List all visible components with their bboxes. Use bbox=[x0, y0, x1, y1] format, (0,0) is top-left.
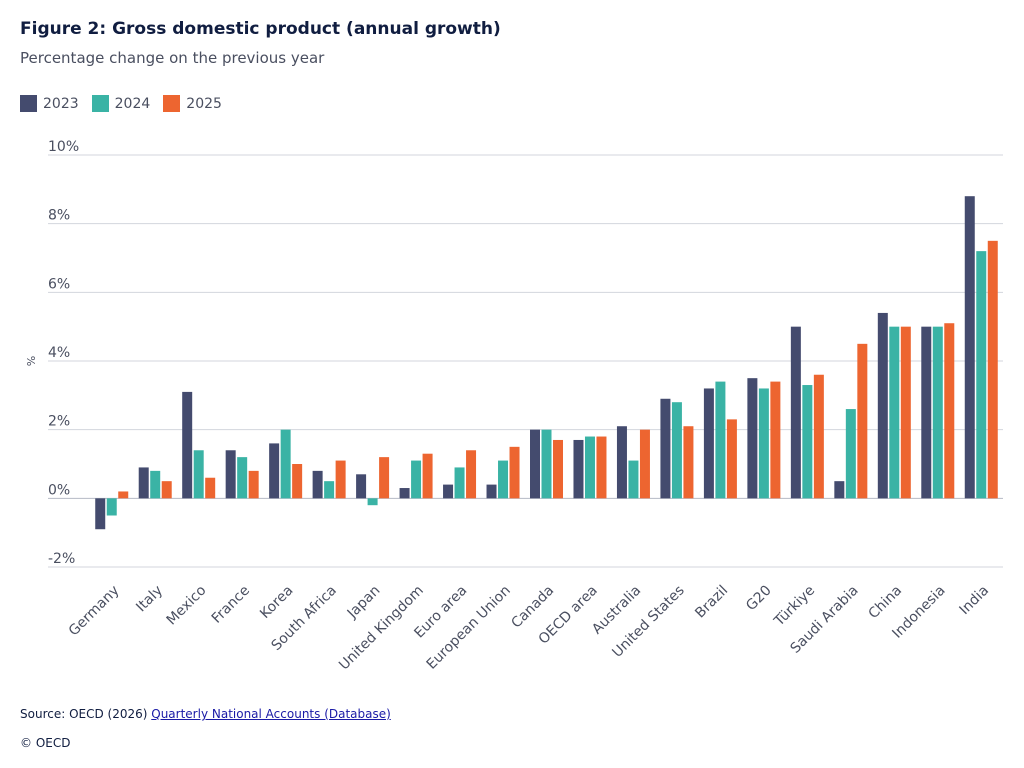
y-tick-label: 8% bbox=[48, 208, 70, 224]
legend-swatch-2025 bbox=[163, 95, 181, 112]
y-tick-label: 2% bbox=[48, 414, 70, 430]
copyright: © OECD bbox=[20, 736, 71, 750]
bar-2024-united-states[interactable] bbox=[671, 402, 682, 499]
bar-2025-australia[interactable] bbox=[639, 429, 650, 499]
bar-2025-european-union[interactable] bbox=[509, 446, 520, 499]
chart-title: Figure 2: Gross domestic product (annual… bbox=[20, 19, 501, 39]
x-tick-label: India bbox=[956, 583, 992, 619]
x-tick-label: Japan bbox=[344, 583, 384, 623]
y-tick-label: -2% bbox=[48, 551, 75, 567]
y-tick-label: 6% bbox=[48, 276, 70, 292]
bar-2024-saudi-arabia[interactable] bbox=[845, 409, 856, 499]
bar-2024-south-africa[interactable] bbox=[324, 481, 335, 499]
x-tick-label: China bbox=[866, 583, 906, 623]
bar-2024-australia[interactable] bbox=[628, 460, 639, 499]
bar-2025-korea[interactable] bbox=[292, 464, 303, 499]
bar-2025-united-kingdom[interactable] bbox=[422, 453, 433, 499]
bar-2025-indonesia[interactable] bbox=[944, 323, 955, 499]
chart-legend: 2023 2024 2025 bbox=[20, 95, 235, 112]
bar-2024-mexico[interactable] bbox=[193, 450, 204, 499]
x-tick-label: Brazil bbox=[692, 583, 731, 622]
legend-item-2024[interactable]: 2024 bbox=[91, 95, 151, 112]
bar-2023-china[interactable] bbox=[877, 312, 888, 499]
bar-2023-australia[interactable] bbox=[616, 426, 627, 499]
bar-2025-france[interactable] bbox=[248, 470, 259, 499]
bar-2025-china[interactable] bbox=[900, 326, 911, 499]
x-tick-label: Italy bbox=[133, 583, 166, 616]
bar-2025-canada[interactable] bbox=[553, 439, 563, 499]
bar-2024-indonesia[interactable] bbox=[932, 326, 943, 499]
bar-2023-italy[interactable] bbox=[138, 467, 149, 499]
bar-2023-united-states[interactable] bbox=[660, 398, 671, 499]
legend-swatch-2024 bbox=[91, 95, 109, 112]
x-tick-label: France bbox=[209, 583, 253, 627]
bar-2025-mexico[interactable] bbox=[205, 477, 216, 499]
bar-2024-korea[interactable] bbox=[280, 429, 291, 499]
legend-item-2023[interactable]: 2023 bbox=[20, 95, 79, 112]
bar-2024-euro-area[interactable] bbox=[454, 467, 465, 499]
legend-label-2025: 2025 bbox=[186, 95, 222, 112]
bar-2024-france[interactable] bbox=[237, 457, 248, 499]
y-tick-label: 0% bbox=[48, 482, 70, 498]
bar-2025-japan[interactable] bbox=[379, 457, 390, 499]
bar-2024-germany[interactable] bbox=[106, 498, 117, 516]
bar-2025-united-states[interactable] bbox=[683, 426, 694, 499]
bar-2024-china[interactable] bbox=[889, 326, 900, 499]
bar-2023-france[interactable] bbox=[225, 450, 236, 499]
legend-label-2024: 2024 bbox=[114, 95, 151, 112]
legend-item-2025[interactable]: 2025 bbox=[163, 95, 222, 112]
bar-2024-g20[interactable] bbox=[758, 388, 769, 499]
bar-2025-saudi-arabia[interactable] bbox=[857, 343, 868, 499]
x-tick-label: Germany bbox=[66, 583, 123, 640]
x-tick-label: G20 bbox=[743, 583, 775, 615]
bar-2023-india[interactable] bbox=[964, 196, 975, 499]
bar-2025-g20[interactable] bbox=[770, 381, 781, 499]
legend-label-2023: 2023 bbox=[43, 95, 79, 112]
bar-2025-italy[interactable] bbox=[161, 481, 172, 499]
bar-2023-european-union[interactable] bbox=[486, 484, 497, 499]
bar-2025-india[interactable] bbox=[987, 240, 998, 499]
bar-2023-germany[interactable] bbox=[95, 498, 106, 530]
bar-2023-g20[interactable] bbox=[747, 378, 758, 499]
bar-2025-brazil[interactable] bbox=[726, 419, 737, 499]
bar-2025-oecd-area[interactable] bbox=[596, 436, 607, 499]
bar-2025-south-africa[interactable] bbox=[335, 460, 346, 499]
bar-2024-india[interactable] bbox=[976, 251, 987, 499]
x-tick-label: Korea bbox=[257, 583, 296, 622]
legend-swatch-2023 bbox=[20, 95, 37, 112]
bar-2023-united-kingdom[interactable] bbox=[399, 488, 410, 499]
bar-2024-canada[interactable] bbox=[541, 429, 552, 499]
bar-2023-saudi-arabia[interactable] bbox=[834, 481, 845, 499]
bar-2023-south-africa[interactable] bbox=[312, 470, 323, 499]
source-prefix: Source: OECD (2026) bbox=[20, 707, 152, 721]
bar-2023-japan[interactable] bbox=[356, 474, 367, 499]
y-tick-label: 4% bbox=[48, 345, 70, 361]
bar-2025-t-rkiye[interactable] bbox=[813, 374, 824, 499]
x-tick-label: Mexico bbox=[164, 583, 210, 629]
bar-2024-japan[interactable] bbox=[367, 498, 378, 506]
bar-2023-mexico[interactable] bbox=[182, 391, 193, 499]
bar-2023-euro-area[interactable] bbox=[443, 484, 454, 499]
y-axis-label: % bbox=[25, 356, 38, 366]
bar-2024-european-union[interactable] bbox=[498, 460, 509, 499]
source-link[interactable]: Quarterly National Accounts (Database) bbox=[151, 707, 391, 721]
y-tick-label: 10% bbox=[48, 139, 79, 155]
bar-2023-oecd-area[interactable] bbox=[573, 439, 584, 499]
bar-2025-euro-area[interactable] bbox=[466, 450, 477, 499]
bar-2025-germany[interactable] bbox=[118, 491, 129, 499]
bar-2024-brazil[interactable] bbox=[715, 381, 726, 499]
bar-2024-united-kingdom[interactable] bbox=[411, 460, 422, 499]
bar-2024-oecd-area[interactable] bbox=[584, 436, 595, 499]
x-tick-label: European Union bbox=[424, 583, 514, 673]
bar-2023-brazil[interactable] bbox=[703, 388, 714, 499]
bar-2023-indonesia[interactable] bbox=[921, 326, 932, 499]
source-note: Source: OECD (2026) Quarterly National A… bbox=[20, 707, 391, 721]
bar-2023-canada[interactable] bbox=[530, 429, 540, 499]
bar-2024-italy[interactable] bbox=[150, 470, 161, 499]
chart-subtitle: Percentage change on the previous year bbox=[20, 49, 325, 67]
bar-2024-t-rkiye[interactable] bbox=[802, 385, 813, 499]
bar-2023-t-rkiye[interactable] bbox=[790, 326, 801, 499]
bar-2023-korea[interactable] bbox=[269, 443, 280, 499]
